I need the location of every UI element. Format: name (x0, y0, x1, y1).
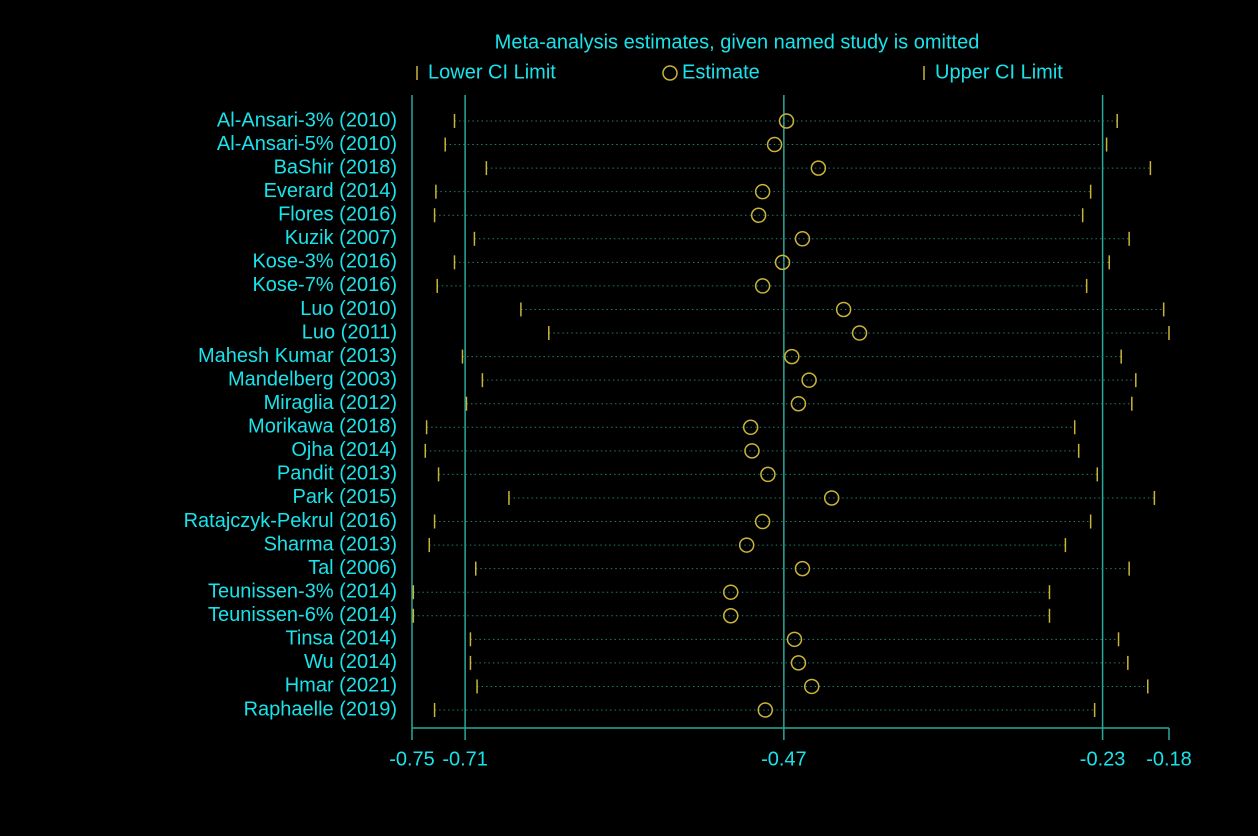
legend-marker (662, 65, 678, 81)
estimate-marker (790, 395, 807, 412)
y-tick-label: Ojha (2014) (291, 439, 397, 461)
y-tick-label: Ratajczyk-Pekrul (2016) (184, 510, 397, 532)
estimate-marker (851, 325, 868, 341)
estimate-marker (722, 584, 739, 600)
legend-label: Estimate (682, 61, 760, 83)
estimate-marker (801, 372, 817, 388)
y-tick-label: Miraglia (2012) (264, 392, 397, 414)
y-tick-label: Morikawa (2018) (248, 416, 397, 438)
y-tick-label: Mahesh Kumar (2013) (198, 345, 397, 367)
x-tick-label: -0.23 (1080, 748, 1126, 770)
y-tick-label: Hmar (2021) (285, 675, 397, 697)
y-tick-label: Everard (2014) (264, 180, 397, 202)
estimate-marker (757, 702, 774, 718)
estimate-marker (760, 466, 776, 483)
estimate-marker (784, 348, 800, 365)
y-tick-label: Sharma (2013) (264, 533, 397, 555)
y-tick-label: Pandit (2013) (277, 463, 397, 485)
estimate-marker (835, 301, 852, 318)
estimate-marker (738, 537, 755, 553)
estimate-marker (750, 207, 767, 223)
estimate-marker (790, 655, 807, 671)
y-tick-label: Kose-7% (2016) (252, 274, 397, 296)
y-tick-label: Al-Ansari-5% (2010) (217, 133, 397, 155)
estimate-marker (722, 608, 739, 624)
estimate-marker (778, 113, 795, 129)
estimate-marker (823, 490, 840, 506)
estimate-marker (754, 513, 771, 530)
estimate-marker (786, 631, 803, 648)
y-tick-label: BaShir (2018) (274, 156, 397, 178)
legend-label: Upper CI Limit (935, 61, 1063, 83)
estimate-marker (742, 419, 759, 436)
x-tick-label: -0.71 (442, 748, 488, 770)
y-tick-label: Raphaelle (2019) (244, 698, 397, 720)
estimate-marker (794, 560, 811, 577)
y-tick-label: Al-Ansari-3% (2010) (217, 109, 397, 131)
y-tick-label: Luo (2010) (300, 298, 397, 320)
estimate-marker (754, 183, 771, 200)
y-tick-label: Wu (2014) (304, 651, 397, 673)
y-tick-label: Park (2015) (293, 486, 398, 508)
chart-title: Meta-analysis estimates, given named stu… (495, 31, 980, 53)
y-tick-label: Flores (2016) (278, 204, 397, 226)
y-tick-label: Mandelberg (2003) (228, 368, 397, 390)
y-tick-label: Teunissen-3% (2014) (208, 580, 397, 602)
estimate-marker (754, 278, 771, 294)
estimate-marker (794, 231, 811, 247)
estimate-marker (803, 678, 820, 695)
y-tick-label: Luo (2011) (302, 321, 397, 343)
y-tick-label: Tal (2006) (308, 557, 397, 579)
y-tick-label: Kose-3% (2016) (252, 251, 397, 273)
estimate-marker (744, 443, 760, 459)
x-tick-label: -0.18 (1146, 748, 1192, 770)
estimate-marker (774, 254, 791, 271)
x-tick-label: -0.75 (389, 748, 435, 770)
y-tick-label: Teunissen-6% (2014) (208, 604, 397, 626)
estimate-marker (766, 136, 783, 153)
estimate-marker (810, 160, 827, 176)
y-tick-label: Tinsa (2014) (285, 628, 397, 650)
legend-label: Lower CI Limit (428, 61, 556, 83)
x-tick-label: -0.47 (761, 748, 807, 770)
y-tick-label: Kuzik (2007) (285, 227, 397, 249)
